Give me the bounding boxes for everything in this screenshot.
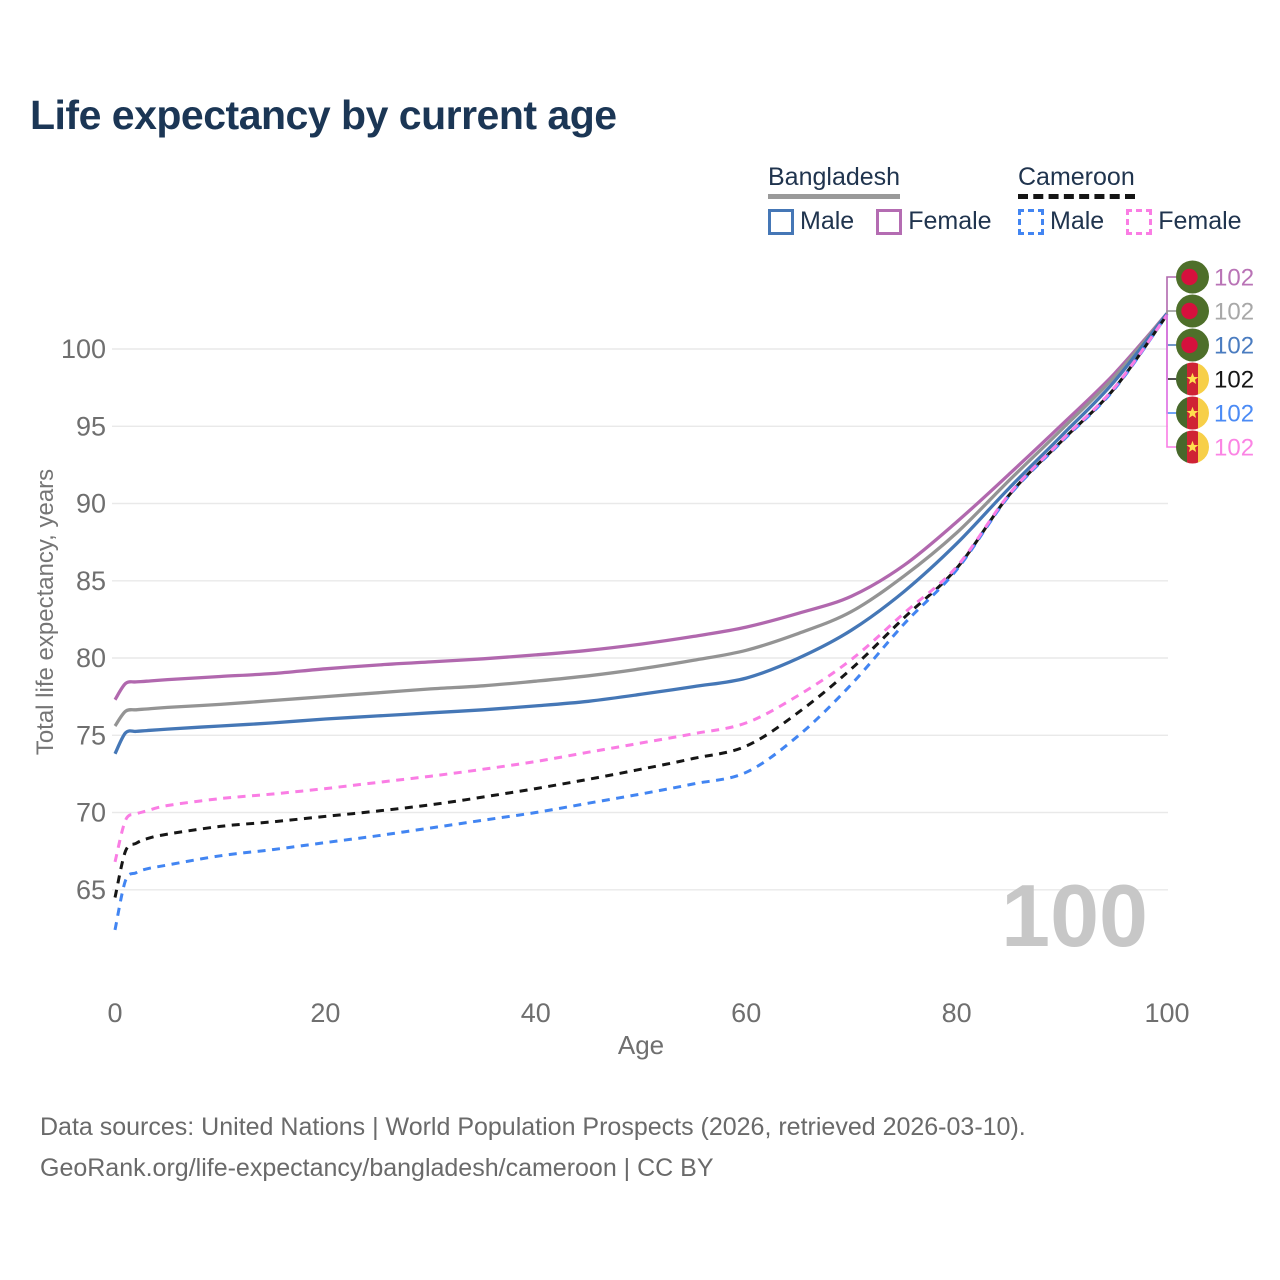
end-value-label: 102 <box>1214 435 1254 462</box>
legend-title-cameroon[interactable]: Cameroon <box>1018 163 1135 199</box>
end-value-label: 102 <box>1214 333 1254 360</box>
series-line-cameroon-female[interactable] <box>113 314 1169 863</box>
y-tick-label-80: 80 <box>76 643 106 673</box>
series-line-cameroon-male[interactable] <box>113 314 1169 931</box>
flag-icon-cameroon <box>1176 430 1209 464</box>
legend-swatch-bangladesh-male-icon[interactable] <box>768 208 794 235</box>
flag-icon-bangladesh <box>1176 260 1209 294</box>
footer-attribution: GeoRank.org/life-expectancy/bangladesh/c… <box>40 1154 714 1182</box>
legend-label: Female <box>908 207 992 235</box>
y-tick-label-65: 65 <box>76 875 106 905</box>
series-line-bangladesh-both-sexes[interactable] <box>113 312 1169 727</box>
end-label-connector <box>1166 314 1176 346</box>
series-line-bangladesh-male[interactable] <box>113 312 1169 755</box>
flag-icon-cameroon <box>1176 362 1209 396</box>
footer-data-sources: Data sources: United Nations | World Pop… <box>40 1113 1026 1141</box>
legend-label: Male <box>1050 207 1105 235</box>
page-title: Life expectancy by current age <box>30 92 617 138</box>
legend-group-bangladesh: Bangladesh Male Female <box>768 163 992 236</box>
legend-swatch-cameroon-female-icon[interactable] <box>1126 208 1153 235</box>
flag-icon-bangladesh <box>1176 328 1209 362</box>
end-label-connector <box>1166 314 1176 448</box>
legend-item-cameroon-male[interactable]: Male <box>1018 207 1104 236</box>
flag-icon-bangladesh <box>1176 294 1209 328</box>
footer: Data sources: United Nations | World Pop… <box>40 1107 1026 1189</box>
y-axis-title: Total life expectancy, years <box>32 468 59 756</box>
legend-item-cameroon-female[interactable]: Female <box>1126 207 1242 236</box>
legend-item-bangladesh-female[interactable]: Female <box>876 207 992 236</box>
y-tick-label-90: 90 <box>76 489 106 519</box>
y-tick-label-70: 70 <box>76 798 106 828</box>
end-label-connector <box>1166 276 1176 315</box>
legend-group-cameroon: Cameroon Male Female <box>1018 163 1242 236</box>
series-line-cameroon-both-sexes[interactable] <box>113 314 1169 898</box>
end-value-label: 102 <box>1214 401 1254 428</box>
x-tick-label-100: 100 <box>1144 998 1189 1028</box>
end-label-connector <box>1166 310 1176 315</box>
end-value-label: 102 <box>1214 299 1254 326</box>
end-value-label: 102 <box>1214 367 1254 394</box>
end-value-label: 102 <box>1214 265 1254 292</box>
y-tick-label-75: 75 <box>76 720 106 750</box>
x-tick-label-80: 80 <box>942 998 972 1028</box>
legend-item-bangladesh-male[interactable]: Male <box>768 207 854 236</box>
x-axis-title: Age <box>617 1030 665 1060</box>
life-expectancy-chart: 100 65 70 75 80 85 90 95 100 0 20 40 60 80 100 102 102 10… <box>61 260 1254 1028</box>
x-tick-label-20: 20 <box>310 998 340 1028</box>
end-label-connector <box>1166 314 1176 380</box>
legend-label: Female <box>1158 207 1242 235</box>
y-tick-label-85: 85 <box>76 566 106 596</box>
y-tick-label-95: 95 <box>76 411 106 441</box>
x-tick-label-60: 60 <box>731 998 761 1028</box>
flag-icon-cameroon <box>1176 396 1209 430</box>
end-label-connector <box>1166 314 1176 414</box>
legend-title-bangladesh[interactable]: Bangladesh <box>768 163 901 199</box>
legend-label: Male <box>800 207 855 235</box>
x-tick-label-0: 0 <box>107 998 122 1028</box>
legend-swatch-cameroon-male-icon[interactable] <box>1018 208 1044 235</box>
series-line-bangladesh-female[interactable] <box>113 312 1169 701</box>
age-counter-watermark: 100 <box>1001 866 1148 965</box>
legend-swatch-bangladesh-female-icon[interactable] <box>876 208 903 235</box>
x-tick-label-40: 40 <box>521 998 551 1028</box>
y-tick-label-100: 100 <box>61 334 106 364</box>
